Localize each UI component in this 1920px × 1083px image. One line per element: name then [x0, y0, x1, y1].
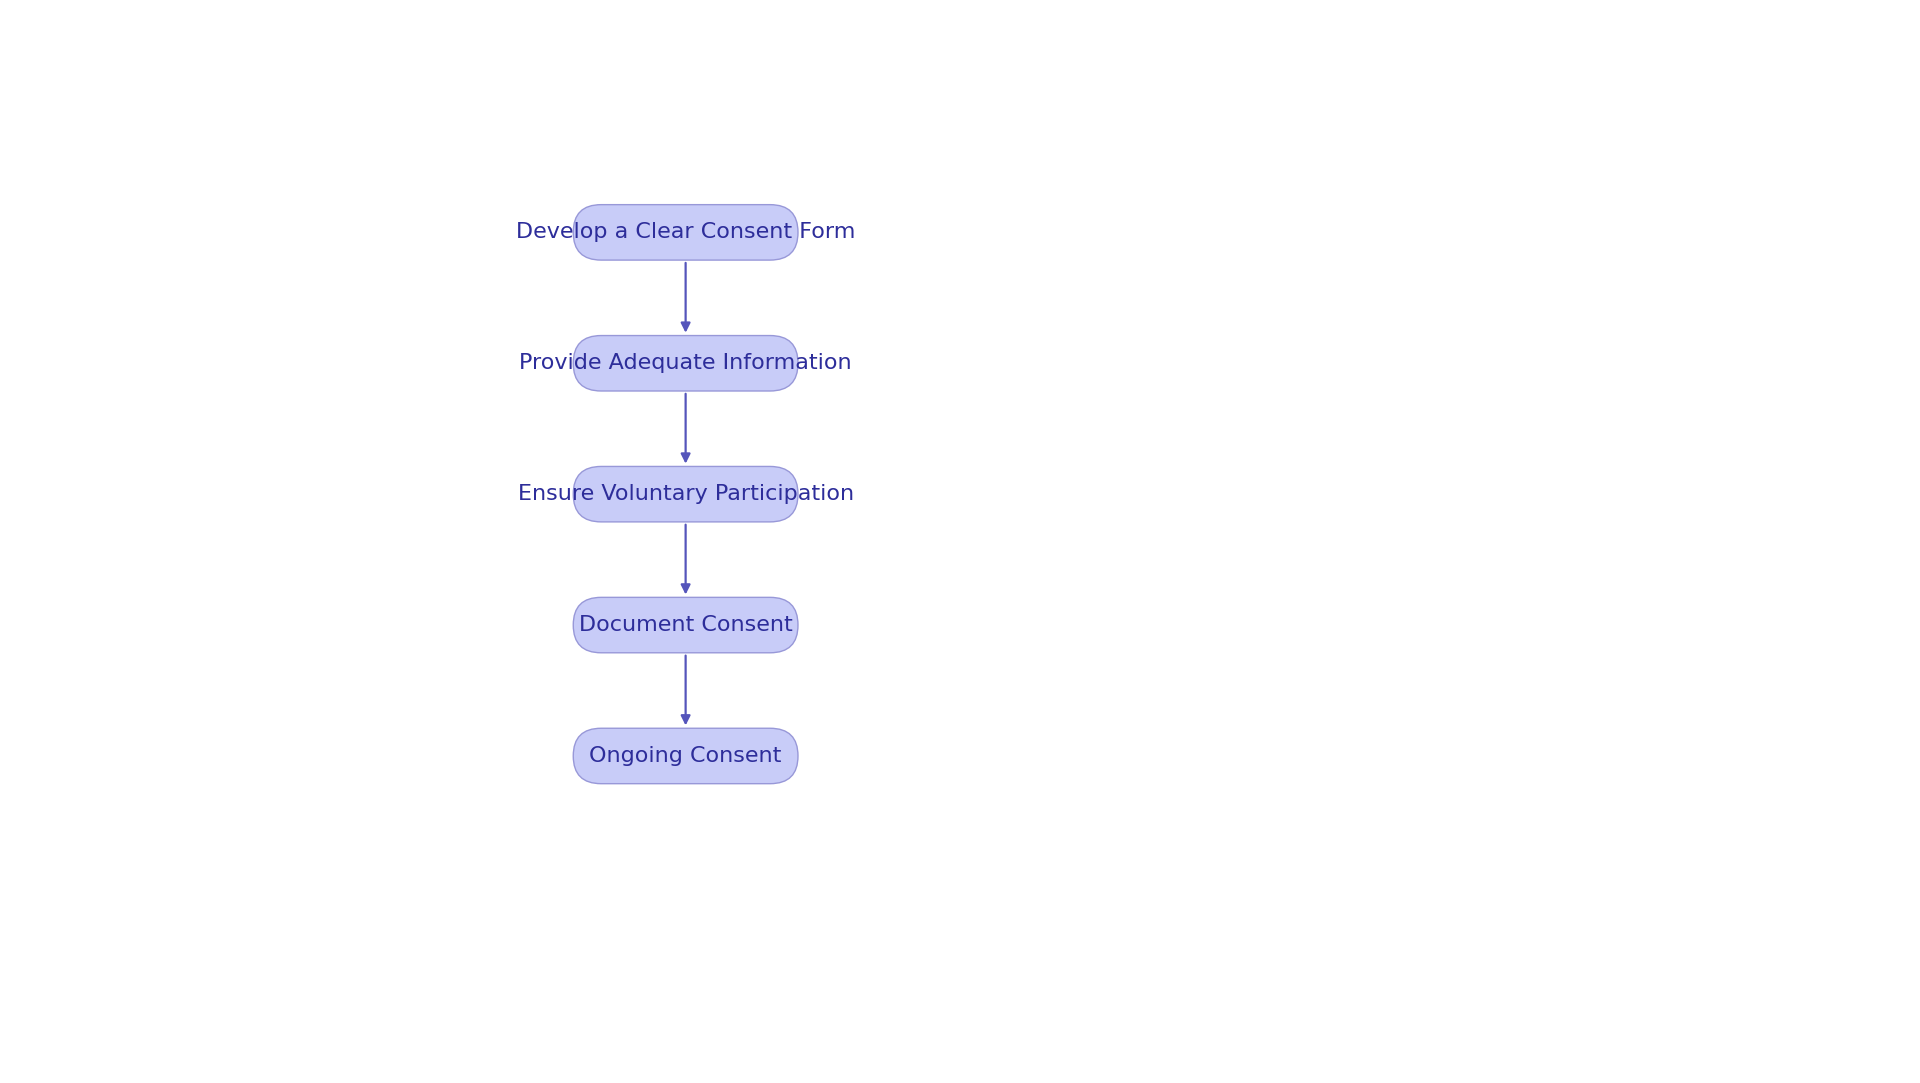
- FancyBboxPatch shape: [574, 205, 799, 260]
- Text: Ongoing Consent: Ongoing Consent: [589, 746, 781, 766]
- Text: Provide Adequate Information: Provide Adequate Information: [518, 353, 852, 374]
- FancyBboxPatch shape: [574, 467, 799, 522]
- Text: Develop a Clear Consent Form: Develop a Clear Consent Form: [516, 222, 854, 243]
- Text: Ensure Voluntary Participation: Ensure Voluntary Participation: [518, 484, 854, 505]
- Text: Document Consent: Document Consent: [578, 615, 793, 635]
- FancyBboxPatch shape: [574, 336, 799, 391]
- FancyBboxPatch shape: [574, 598, 799, 653]
- FancyBboxPatch shape: [574, 728, 799, 784]
